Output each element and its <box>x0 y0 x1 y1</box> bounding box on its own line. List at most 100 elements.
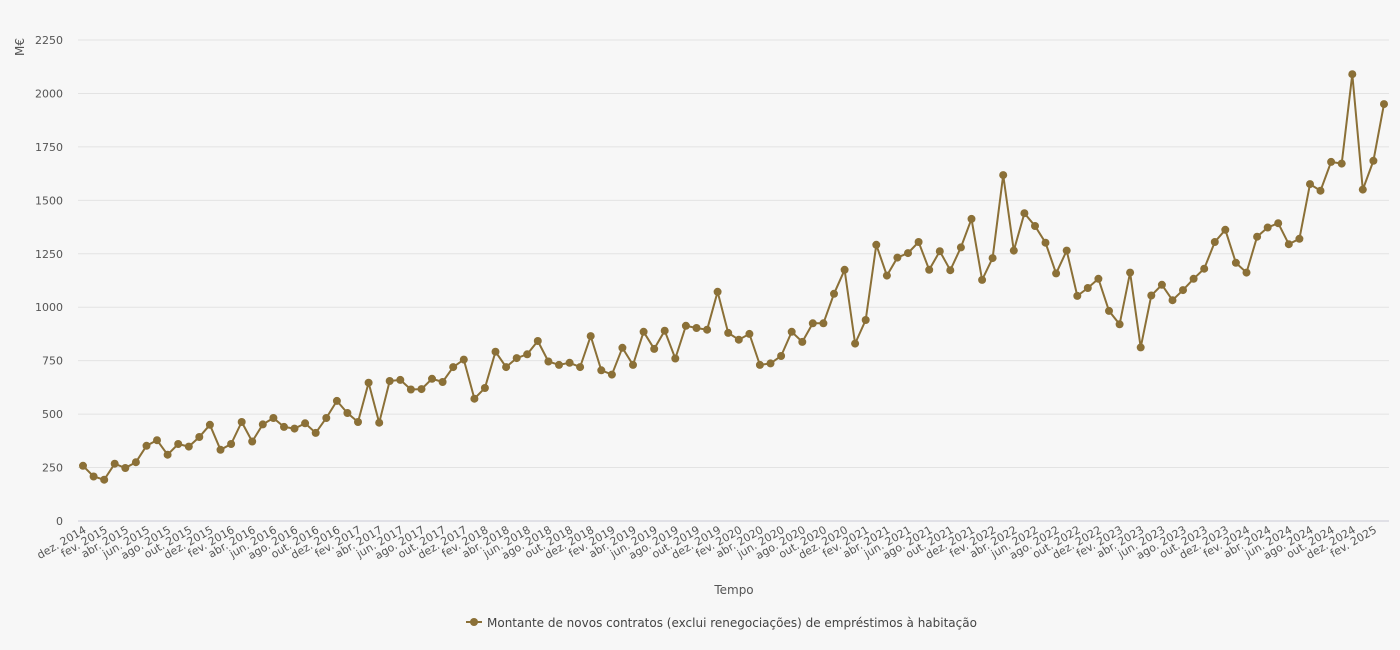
data-point[interactable] <box>385 377 394 385</box>
data-point[interactable] <box>766 359 775 368</box>
data-point[interactable] <box>79 461 87 470</box>
data-point[interactable] <box>1358 185 1367 194</box>
data-point[interactable] <box>280 422 288 431</box>
data-point[interactable] <box>681 321 690 330</box>
data-point[interactable] <box>935 247 944 256</box>
legend[interactable]: Montante de novos contratos (exclui rene… <box>466 616 977 630</box>
data-point[interactable] <box>798 337 807 346</box>
data-point[interactable] <box>184 442 193 451</box>
data-point[interactable] <box>660 326 669 335</box>
data-point[interactable] <box>1274 219 1283 228</box>
data-point[interactable] <box>502 363 511 372</box>
data-point[interactable] <box>1179 286 1187 295</box>
data-point[interactable] <box>597 366 606 375</box>
data-point[interactable] <box>840 265 849 274</box>
data-point[interactable] <box>417 385 426 394</box>
data-point[interactable] <box>523 350 532 359</box>
data-point[interactable] <box>576 363 585 372</box>
data-point[interactable] <box>438 378 447 386</box>
data-point[interactable] <box>354 418 362 426</box>
data-point[interactable] <box>734 335 743 344</box>
data-point[interactable] <box>1083 284 1092 292</box>
data-point[interactable] <box>1041 238 1050 247</box>
data-point[interactable] <box>1210 238 1219 246</box>
data-point[interactable] <box>724 328 733 337</box>
data-point[interactable] <box>428 374 436 383</box>
data-point[interactable] <box>1105 306 1113 315</box>
data-point[interactable] <box>227 440 236 448</box>
data-point[interactable] <box>449 363 458 372</box>
data-point[interactable] <box>153 436 161 445</box>
data-point[interactable] <box>745 329 754 338</box>
data-point[interactable] <box>406 385 415 394</box>
data-point[interactable] <box>967 214 976 223</box>
data-point[interactable] <box>893 253 902 262</box>
data-point[interactable] <box>332 396 341 405</box>
data-point[interactable] <box>692 324 701 332</box>
data-point[interactable] <box>100 475 109 484</box>
data-point[interactable] <box>322 414 331 422</box>
data-point[interactable] <box>1200 264 1209 273</box>
data-point[interactable] <box>343 409 352 417</box>
data-point[interactable] <box>216 445 225 454</box>
data-point[interactable] <box>1327 157 1336 166</box>
data-point[interactable] <box>1253 232 1262 241</box>
data-point[interactable] <box>988 254 997 263</box>
data-point[interactable] <box>1221 225 1230 234</box>
data-point[interactable] <box>311 428 320 437</box>
data-point[interactable] <box>914 238 923 246</box>
data-point[interactable] <box>1231 258 1240 267</box>
data-point[interactable] <box>565 358 574 367</box>
data-point[interactable] <box>904 249 912 258</box>
data-point[interactable] <box>121 464 130 472</box>
data-point[interactable] <box>946 266 955 275</box>
data-point[interactable] <box>459 355 468 364</box>
data-point[interactable] <box>586 332 595 341</box>
data-point[interactable] <box>1337 159 1346 168</box>
data-point[interactable] <box>629 360 637 369</box>
data-point[interactable] <box>142 441 151 450</box>
data-point[interactable] <box>1306 180 1314 189</box>
data-point[interactable] <box>1031 222 1039 230</box>
data-point[interactable] <box>364 378 373 387</box>
data-point[interactable] <box>1073 291 1082 300</box>
data-point[interactable] <box>1126 268 1135 277</box>
data-point[interactable] <box>1094 274 1103 283</box>
data-point[interactable] <box>808 319 817 328</box>
data-point[interactable] <box>830 289 838 298</box>
data-point[interactable] <box>1052 269 1061 278</box>
data-point[interactable] <box>1157 280 1166 289</box>
data-point[interactable] <box>195 433 204 441</box>
data-point[interactable] <box>301 419 310 428</box>
data-point[interactable] <box>671 354 680 363</box>
data-point[interactable] <box>1348 70 1357 79</box>
data-point[interactable] <box>470 394 479 403</box>
data-point[interactable] <box>258 420 267 429</box>
data-point[interactable] <box>1136 343 1145 352</box>
data-point[interactable] <box>1147 291 1156 300</box>
data-point[interactable] <box>237 418 246 426</box>
data-point[interactable] <box>163 450 172 459</box>
data-point[interactable] <box>491 347 500 356</box>
data-point[interactable] <box>1284 240 1293 249</box>
data-point[interactable] <box>703 325 712 334</box>
data-point[interactable] <box>290 424 299 433</box>
data-point[interactable] <box>1020 209 1029 218</box>
data-point[interactable] <box>1263 223 1272 232</box>
data-point[interactable] <box>1380 100 1388 109</box>
data-point[interactable] <box>1295 234 1304 243</box>
data-point[interactable] <box>1168 296 1177 305</box>
data-point[interactable] <box>1115 320 1124 329</box>
data-point[interactable] <box>713 287 722 296</box>
data-point[interactable] <box>777 352 786 360</box>
data-point[interactable] <box>555 360 563 369</box>
data-point[interactable] <box>851 339 860 348</box>
data-point[interactable] <box>269 414 278 422</box>
data-point[interactable] <box>872 240 881 249</box>
data-point[interactable] <box>978 275 987 284</box>
data-point[interactable] <box>1242 268 1251 277</box>
data-point[interactable] <box>1009 246 1018 255</box>
data-point[interactable] <box>1316 186 1325 195</box>
data-point[interactable] <box>618 343 627 352</box>
data-point[interactable] <box>787 327 796 336</box>
